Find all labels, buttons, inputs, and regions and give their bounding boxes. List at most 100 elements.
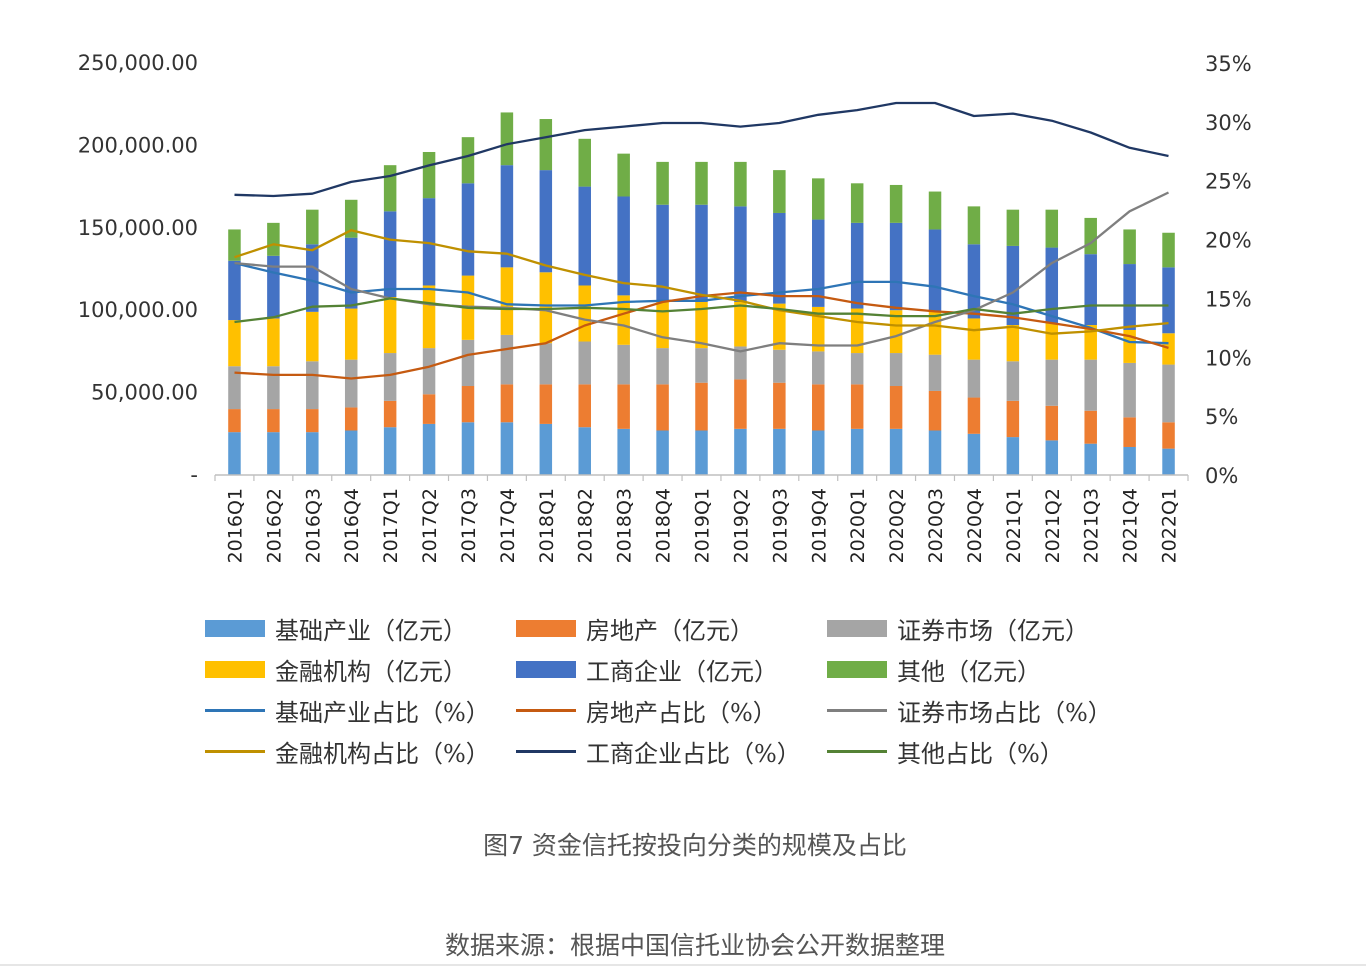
bar-segment <box>889 386 903 429</box>
bar-segment <box>306 209 319 245</box>
bar-segment <box>773 428 786 475</box>
x-tick-label: 2019Q1 <box>692 488 714 563</box>
right-tick-label: 15% <box>1205 287 1252 311</box>
legend-label: 其他占比（%） <box>897 739 1064 768</box>
bars <box>228 112 1175 475</box>
bar-segment <box>344 308 358 360</box>
x-tick-label: 2018Q2 <box>575 488 597 563</box>
bar-segment <box>850 384 864 429</box>
bar-segment <box>1084 217 1097 255</box>
bar-segment <box>500 384 514 423</box>
bar-segment <box>1084 325 1097 360</box>
bar-segment <box>1045 440 1059 475</box>
bar-segment <box>306 409 319 433</box>
bar-segment <box>228 432 241 475</box>
bar-segment <box>734 161 747 207</box>
bar-segment <box>812 430 825 475</box>
bar-segment <box>617 295 630 345</box>
bar-segment <box>422 348 436 395</box>
chart: - 50,000.00 100,000.00 150,000.00 200,000.00… <box>78 51 1252 563</box>
x-tick-label: 2020Q3 <box>925 488 947 563</box>
x-tick-label: 2016Q4 <box>341 488 363 563</box>
bar-segment <box>267 318 280 367</box>
bar-segment <box>500 112 514 166</box>
bar-segment <box>617 384 630 429</box>
legend-swatch <box>827 619 887 637</box>
bar-segment <box>1162 267 1175 334</box>
bar-segment <box>500 267 514 335</box>
bar-segment <box>773 212 786 304</box>
legend-item: 其他（亿元） <box>827 649 1041 689</box>
bar-segment <box>539 384 553 424</box>
x-tick-label: 2018Q3 <box>614 488 636 563</box>
bar-segment <box>422 394 436 424</box>
right-tick-label: 20% <box>1205 229 1252 253</box>
bar-segment <box>734 301 747 347</box>
bar-segment <box>1162 448 1175 475</box>
bar-segment <box>850 183 864 223</box>
right-tick-label: 30% <box>1205 111 1252 135</box>
x-tick-label: 2016Q3 <box>302 488 324 563</box>
bar-segment <box>267 366 280 410</box>
bar-segment <box>695 430 708 475</box>
bar-segment <box>461 386 475 423</box>
series-line <box>234 229 1169 335</box>
x-tick-label: 2021Q4 <box>1120 488 1142 563</box>
legend-label: 基础产业占比（%） <box>275 698 490 727</box>
bar-segment <box>967 433 981 475</box>
bar-segment <box>306 361 319 410</box>
x-tick-label: 2018Q4 <box>653 488 675 563</box>
legend-item: 证券市场占比（%） <box>827 690 1112 730</box>
x-tick-label: 2020Q2 <box>886 488 908 563</box>
bar-segment <box>928 354 942 391</box>
bar-segment <box>1084 410 1097 444</box>
bar-segment <box>578 138 591 187</box>
legend-label: 工商企业占比（%） <box>586 739 801 768</box>
bar-segment <box>773 170 786 213</box>
bar-segment <box>422 151 436 199</box>
bar-segment <box>461 137 475 184</box>
bar-segment <box>850 222 864 309</box>
bar-segment <box>812 306 825 352</box>
bar-segment <box>306 432 319 475</box>
bar-segment <box>383 211 397 298</box>
bar-segment <box>1045 405 1059 441</box>
bar-segment <box>967 318 981 360</box>
bar-segment <box>1045 359 1059 406</box>
legend-item: 工商企业（亿元） <box>516 649 778 689</box>
left-tick-label: 50,000.00 <box>91 381 198 405</box>
bar-segment <box>383 353 397 401</box>
figure-caption: 图7 资金信托按投向分类的规模及占比 <box>483 831 907 860</box>
right-tick-label: 0% <box>1205 464 1238 488</box>
bar-segment <box>889 353 903 387</box>
bar-segment <box>695 348 708 383</box>
x-tick-label: 2020Q1 <box>847 488 869 563</box>
right-tick-label: 35% <box>1205 52 1252 76</box>
bar-segment <box>344 199 358 238</box>
bar-segment <box>889 222 903 311</box>
bar-segment <box>344 430 358 475</box>
bar-segment <box>228 320 241 367</box>
bar-segment <box>539 119 553 171</box>
legend-swatch <box>827 708 887 712</box>
series-line <box>234 101 1169 198</box>
legend-swatch <box>516 749 576 753</box>
bar-segment <box>695 382 708 431</box>
x-tick-label: 2022Q1 <box>1159 488 1181 563</box>
bar-segment <box>267 222 280 256</box>
bar-segment <box>1006 437 1020 475</box>
series-line <box>234 291 1169 380</box>
bar-segment <box>1006 361 1020 401</box>
bar-segment <box>617 344 630 385</box>
bar-segment <box>734 428 747 475</box>
bar-segment <box>578 427 591 475</box>
bar-segment <box>850 308 864 354</box>
legend-item: 房地产（亿元） <box>516 608 754 648</box>
bar-segment <box>461 339 475 387</box>
bar-segment <box>500 422 514 475</box>
bar-segment <box>928 430 942 475</box>
bar-segment <box>1006 400 1020 438</box>
bar-segment <box>461 183 475 276</box>
legend-swatch <box>205 708 265 712</box>
series-line <box>234 297 1169 324</box>
